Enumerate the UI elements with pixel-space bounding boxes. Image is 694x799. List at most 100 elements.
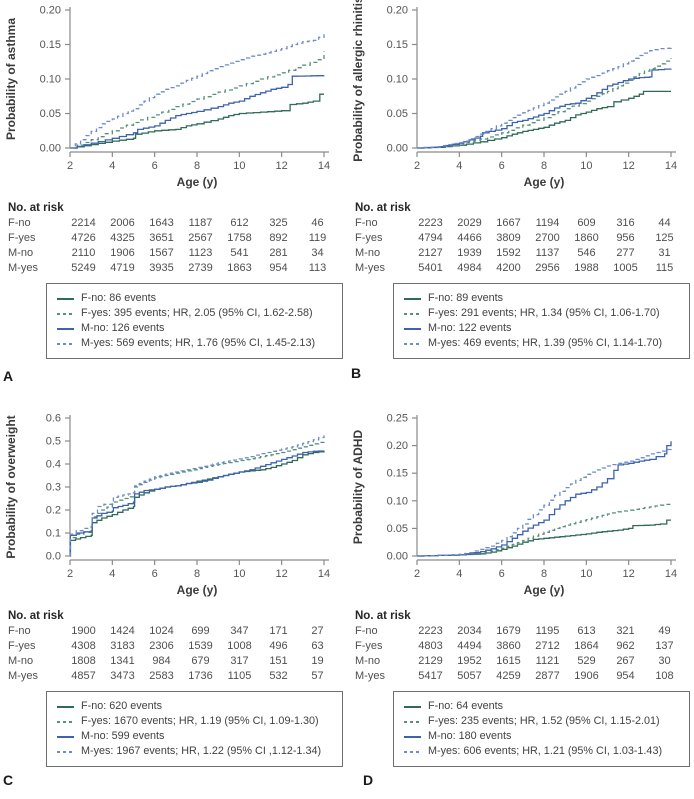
risk-cell: 2583: [149, 670, 174, 682]
x-tick-label: 14: [665, 568, 677, 580]
risk-cell: 4259: [496, 670, 521, 682]
risk-row-label: M-yes: [8, 670, 38, 682]
x-tick-label: 12: [276, 160, 288, 172]
x-axis-title: Age (y): [524, 583, 565, 597]
risk-cell: 137: [655, 640, 674, 652]
risk-row-label: F-yes: [8, 640, 36, 652]
risk-cell: 954: [269, 262, 288, 274]
legend-item: F-yes: 235 events; HR, 1.52 (95% CI, 1.1…: [404, 714, 681, 729]
risk-cell: 2214: [71, 217, 96, 229]
x-tick-label: 10: [233, 160, 245, 172]
x-tick-label: 12: [276, 568, 288, 580]
y-tick-label: 0.15: [387, 39, 408, 51]
risk-cell: 1567: [149, 247, 174, 259]
x-tick-label: 4: [456, 160, 462, 172]
risk-cell: 317: [230, 655, 249, 667]
risk-cell: 316: [616, 217, 635, 229]
panel-label-b: B: [351, 365, 362, 381]
panel-allergic-rhinitis: 0.00 0.05 0.10 0.15 0.20 2 4 6 8 10 12 14 Probabilit…: [347, 0, 694, 391]
risk-cell: 3860: [496, 640, 521, 652]
risk-cell: 1863: [227, 262, 252, 274]
risk-cell: 46: [311, 217, 324, 229]
dashed-line-icon: [57, 342, 74, 345]
solid-line-icon: [404, 327, 421, 330]
x-tick-label: 12: [623, 160, 635, 172]
y-tick-label: 0.25: [387, 413, 408, 425]
risk-cell: 1121: [535, 655, 560, 667]
risk-cell: 113: [308, 262, 327, 274]
x-tick-label: 14: [318, 160, 330, 172]
panel-overweight: 0.0 0.1 0.2 0.3 0.4 0.5 0.6 2 4 6 8 10 12 14 Probabili…: [0, 408, 347, 799]
risk-cell: 119: [308, 232, 327, 244]
risk-cell: 2306: [149, 640, 174, 652]
risk-row-label: M-yes: [355, 670, 385, 682]
risk-cell: 1758: [227, 232, 252, 244]
risk-cell: 2006: [110, 217, 135, 229]
solid-line-icon: [57, 705, 74, 708]
risk-cell: 321: [616, 625, 635, 637]
legend-item: F-yes: 291 events; HR, 1.34 (95% CI, 1.0…: [404, 306, 681, 321]
risk-cell: 4803: [418, 640, 443, 652]
legend-label: F-no: 89 events: [428, 292, 504, 304]
panel-label-d: D: [363, 772, 374, 788]
legend-item: F-yes: 1670 events; HR, 1.19 (95% CI, 1.…: [57, 714, 334, 729]
risk-row-label: F-no: [8, 625, 31, 637]
y-tick-label: 0.2: [46, 505, 61, 517]
adhd-chart: 0.00 0.05 0.10 0.15 0.20 0.25 2 4 6 8 10 12 14 Probab…: [351, 413, 677, 598]
x-tick-label: 4: [456, 568, 462, 580]
risk-row-label: F-yes: [8, 232, 36, 244]
x-tick-label: 4: [109, 568, 115, 580]
asthma-chart: 0.00 0.05 0.10 0.15 0.20 2 4 6 8 10 12 14 Probabilit…: [4, 5, 330, 190]
legend-item: M-no: 122 events: [404, 321, 681, 336]
y-tick-label: 0.00: [387, 551, 408, 563]
curve-f-yes: [70, 51, 325, 149]
risk-cell: 679: [191, 655, 210, 667]
y-tick-label: 0.20: [40, 5, 61, 17]
x-tick-label: 12: [623, 568, 635, 580]
risk-cell: 277: [616, 247, 635, 259]
y-tick-label: 0.20: [387, 440, 408, 452]
risk-cell: 3809: [496, 232, 521, 244]
risk-cell: 1679: [496, 625, 521, 637]
risk-table-grid: F-no 1900 1424 1024 699 347 171 27 F-yes 4308 3183…: [0, 625, 347, 682]
legend-label: F-yes: 291 events; HR, 1.34 (95% CI, 1.0…: [428, 307, 660, 319]
x-tick-label: 10: [580, 160, 592, 172]
dashed-line-icon: [57, 750, 74, 753]
risk-cell: 108: [655, 670, 674, 682]
x-tick-label: 4: [109, 160, 115, 172]
legend-box-adhd: F-no: 64 events F-yes: 235 events; HR, 1…: [393, 691, 690, 767]
y-tick-label: 0.00: [387, 143, 408, 155]
curve-f-no: [69, 451, 325, 557]
solid-line-icon: [404, 735, 421, 738]
risk-row-label: M-no: [8, 247, 34, 259]
curve-m-yes: [417, 447, 672, 557]
risk-cell: 613: [577, 625, 596, 637]
legend-item: F-no: 86 events: [57, 291, 334, 306]
risk-cell: 5249: [71, 262, 96, 274]
risk-table-asthma: No. at risk F-no 2214 2006 1643 1187 612 325 46…: [0, 202, 347, 274]
risk-cell: 281: [269, 247, 288, 259]
y-tick-label: 0.10: [40, 74, 61, 86]
risk-cell: 546: [577, 247, 596, 259]
risk-row-label: M-yes: [8, 262, 38, 274]
risk-cell: 5417: [418, 670, 443, 682]
solid-line-icon: [57, 297, 74, 300]
legend-item: F-no: 64 events: [404, 699, 681, 714]
risk-cell: 1808: [71, 655, 96, 667]
panel-label-c: C: [3, 772, 14, 788]
y-tick-label: 0.10: [387, 495, 408, 507]
risk-cell: 63: [311, 640, 324, 652]
risk-cell: 151: [269, 655, 288, 667]
risk-table-title: No. at risk: [8, 610, 64, 622]
legend-item: M-yes: 1967 events; HR, 1.22 (95% CI ,1.…: [57, 744, 334, 759]
risk-cell: 2223: [418, 625, 443, 637]
y-axis-title: Probability of allergic rhinitis: [351, 0, 365, 162]
x-tick-label: 2: [414, 568, 420, 580]
x-tick-label: 8: [541, 160, 547, 172]
legend-label: F-yes: 1670 events; HR, 1.19 (95% CI, 1.…: [81, 715, 319, 727]
risk-cell: 4466: [457, 232, 482, 244]
solid-line-icon: [404, 705, 421, 708]
solid-line-icon: [57, 327, 74, 330]
risk-cell: 19: [311, 655, 324, 667]
y-axis-title: Probability of overweight: [4, 415, 18, 558]
